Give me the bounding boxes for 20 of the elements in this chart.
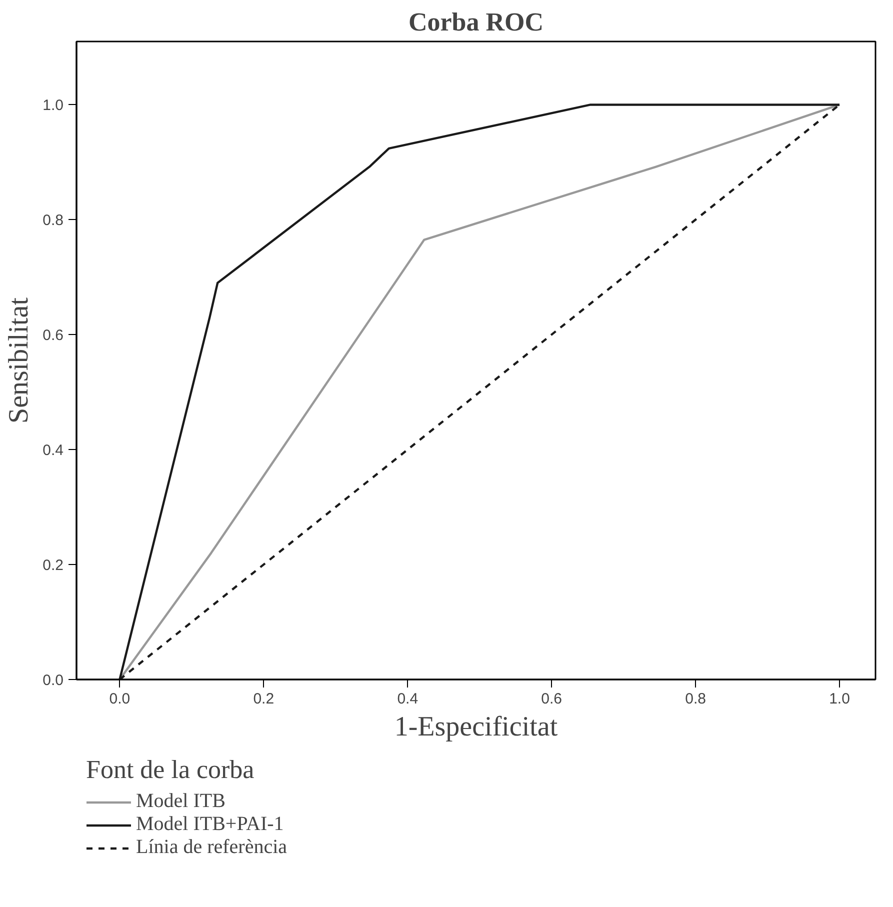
x-axis-title: 1-Especificitat (394, 712, 558, 742)
legend-label: Línia de referència (136, 836, 288, 859)
y-tick-label: 0.2 (42, 557, 64, 574)
legend-label: Model ITB+PAI-1 (136, 813, 284, 836)
y-tick-label: 0.8 (42, 212, 64, 230)
y-tick-label: 0.6 (42, 327, 64, 344)
x-tick-label: 0.8 (685, 690, 706, 708)
y-tick-label: 0.0 (42, 672, 64, 689)
y-tick-label: 0.4 (42, 442, 64, 460)
x-tick-label: 0.0 (109, 690, 130, 708)
y-axis-title: Sensibilitat (4, 297, 35, 424)
x-tick-label: 0.2 (253, 690, 274, 708)
legend-label: Model ITB (136, 790, 226, 813)
chart-title: Corba ROC (408, 8, 544, 36)
y-tick-label: 1.0 (42, 97, 64, 114)
x-tick-label: 0.4 (397, 690, 418, 708)
legend-title: Font de la corba (86, 755, 256, 785)
line-series (118, 104, 841, 680)
x-tick-label: 1.0 (829, 690, 850, 708)
x-tick-label: 0.6 (541, 690, 562, 708)
